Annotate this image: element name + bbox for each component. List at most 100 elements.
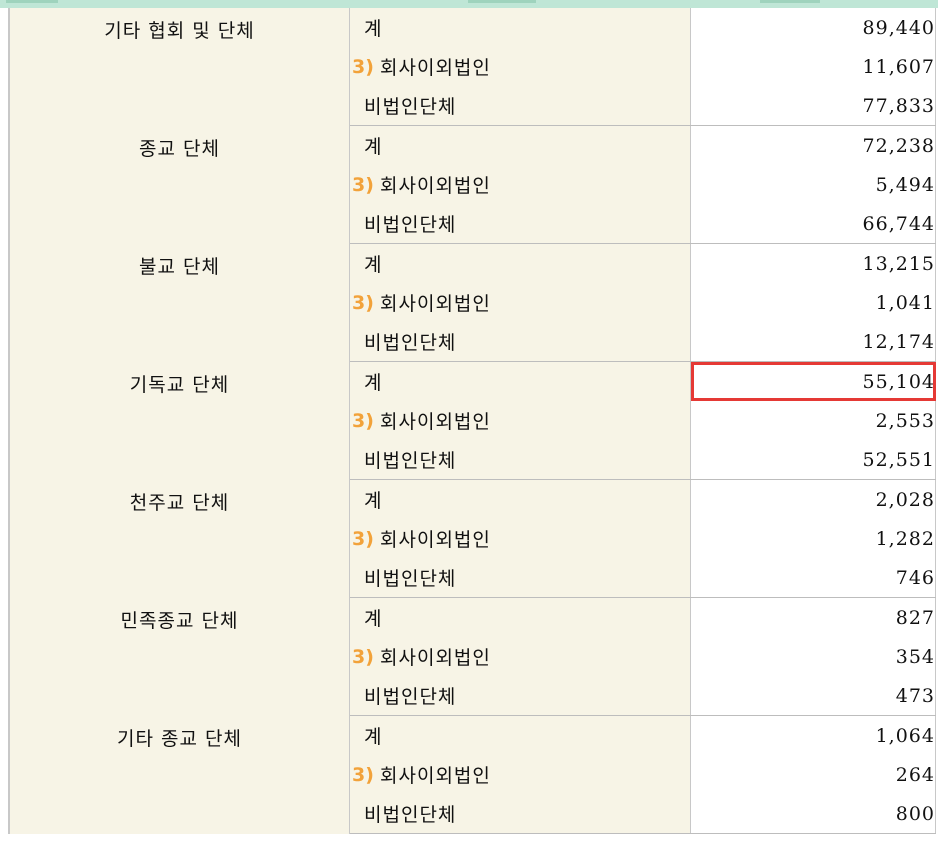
subcategory-label: 계 xyxy=(364,608,383,630)
table-body: 기타 협회 및 단체 계 89,440 3) 회사이외법인 11,607 비법인단체 77,8… xyxy=(8,8,936,834)
table-row: 비법인단체 52,551 xyxy=(9,440,936,480)
subcategory-content: 3) 회사이외법인 xyxy=(350,289,690,316)
subcategory-content: 계 xyxy=(350,250,690,277)
table-row: 3) 회사이외법인 11,607 xyxy=(9,47,936,86)
subcategory-cell: 비법인단체 xyxy=(349,86,691,126)
header-strip-stub xyxy=(6,0,58,3)
subcategory-content: 3) 회사이외법인 xyxy=(350,53,690,80)
value-cell: 1,282 xyxy=(690,519,936,558)
category-cell: 종교 단체 xyxy=(8,125,350,244)
subcategory-cell: 계 xyxy=(349,597,691,637)
value-cell: 2,028 xyxy=(690,479,936,519)
subcategory-cell: 3) 회사이외법인 xyxy=(349,401,691,440)
subcategory-label: 비법인단체 xyxy=(364,804,457,826)
table-row: 비법인단체 12,174 xyxy=(9,322,936,362)
subcategory-label: 계 xyxy=(364,372,383,394)
subcategory-label: 비법인단체 xyxy=(364,686,457,708)
subcategory-label: 계 xyxy=(364,490,383,512)
category-label: 불교 단체 xyxy=(139,255,220,278)
value-cell: 800 xyxy=(690,794,936,834)
category-cell: 민족종교 단체 xyxy=(8,597,350,716)
category-cell: 기타 종교 단체 xyxy=(8,715,350,834)
subcategory-cell: 3) 회사이외법인 xyxy=(349,47,691,86)
subcategory-label: 회사이외법인 xyxy=(380,411,491,433)
value-cell: 827 xyxy=(690,597,936,637)
category-label: 종교 단체 xyxy=(139,137,220,160)
table-row: 민족종교 단체 계 827 xyxy=(8,597,936,716)
subcategory-label: 회사이외법인 xyxy=(380,765,491,787)
subcategory-cell: 계 xyxy=(349,125,691,165)
subcategory-cell: 계 xyxy=(349,361,691,401)
category-label: 기타 협회 및 단체 xyxy=(104,20,255,42)
value-cell: 5,494 xyxy=(690,165,936,204)
subcategory-content: 계 xyxy=(350,486,690,513)
footnote-marker[interactable]: 3) xyxy=(352,55,374,78)
table-row: 기타 협회 및 단체 계 89,440 xyxy=(8,8,936,126)
value-cell: 354 xyxy=(690,637,936,676)
table-row: 비법인단체 77,833 xyxy=(9,86,936,126)
subcategory-content: 비법인단체 xyxy=(350,800,690,827)
subcategory-content: 비법인단체 xyxy=(350,564,690,591)
category-cell: 천주교 단체 xyxy=(8,479,350,598)
value-cell: 1,064 xyxy=(690,715,936,755)
subcategory-cell: 비법인단체 xyxy=(349,322,691,362)
footnote-marker[interactable]: 3) xyxy=(352,291,374,314)
value-cell: 746 xyxy=(690,558,936,598)
value-cell: 11,607 xyxy=(690,47,936,86)
subcategory-content: 계 xyxy=(350,722,690,749)
subcategory-content: 계 xyxy=(350,368,690,395)
subcategory-label: 비법인단체 xyxy=(364,568,457,590)
table-row: 3) 회사이외법인 2,553 xyxy=(9,401,936,440)
value-cell: 13,215 xyxy=(690,243,936,283)
table-row: 종교 단체 계 72,238 xyxy=(8,125,936,244)
footnote-marker[interactable]: 3) xyxy=(352,173,374,196)
subcategory-label: 비법인단체 xyxy=(364,214,457,236)
category-cell: 불교 단체 xyxy=(8,243,350,362)
subcategory-cell: 3) 회사이외법인 xyxy=(349,165,691,204)
subcategory-label: 비법인단체 xyxy=(364,450,457,472)
subcategory-cell: 비법인단체 xyxy=(349,558,691,598)
subcategory-cell: 3) 회사이외법인 xyxy=(349,283,691,322)
value-cell: 72,238 xyxy=(690,125,936,165)
footnote-marker[interactable]: 3) xyxy=(352,409,374,432)
value-cell: 2,553 xyxy=(690,401,936,440)
subcategory-cell: 3) 회사이외법인 xyxy=(349,755,691,794)
table-row: 비법인단체 473 xyxy=(9,676,936,716)
category-label: 기독교 단체 xyxy=(129,373,230,396)
table-row: 3) 회사이외법인 1,282 xyxy=(9,519,936,558)
subcategory-cell: 계 xyxy=(349,243,691,283)
subcategory-cell: 계 xyxy=(349,479,691,519)
footnote-marker[interactable]: 3) xyxy=(352,763,374,786)
subcategory-content: 계 xyxy=(350,132,690,159)
highlighted-value-cell: 55,104 xyxy=(690,361,936,401)
table-row: 3) 회사이외법인 354 xyxy=(9,637,936,676)
footnote-marker[interactable]: 3) xyxy=(352,527,374,550)
subcategory-label: 회사이외법인 xyxy=(380,293,491,315)
table-row: 천주교 단체 계 2,028 xyxy=(8,479,936,598)
value-cell: 66,744 xyxy=(690,204,936,244)
table-row: 비법인단체 66,744 xyxy=(9,204,936,244)
subcategory-cell: 계 xyxy=(349,715,691,755)
subcategory-label: 계 xyxy=(364,136,383,158)
subcategory-content: 계 xyxy=(350,604,690,631)
category-label: 민족종교 단체 xyxy=(120,609,239,632)
category-cell: 기독교 단체 xyxy=(8,361,350,480)
value-cell: 1,041 xyxy=(690,283,936,322)
subcategory-content: 3) 회사이외법인 xyxy=(350,643,690,670)
subcategory-cell: 3) 회사이외법인 xyxy=(349,519,691,558)
value-cell: 52,551 xyxy=(690,440,936,480)
table-row: 기타 종교 단체 계 1,064 xyxy=(8,715,936,834)
category-label: 천주교 단체 xyxy=(129,491,230,514)
subcategory-label: 비법인단체 xyxy=(364,332,457,354)
value-cell: 77,833 xyxy=(690,86,936,126)
subcategory-cell: 계 xyxy=(349,8,691,47)
subcategory-label: 회사이외법인 xyxy=(380,647,491,669)
footnote-marker[interactable]: 3) xyxy=(352,645,374,668)
table-row: 비법인단체 800 xyxy=(9,794,936,834)
header-strip-stub xyxy=(468,0,536,3)
subcategory-content: 3) 회사이외법인 xyxy=(350,761,690,788)
table-row: 기독교 단체 계 55,104 xyxy=(8,361,936,480)
subcategory-content: 비법인단체 xyxy=(350,446,690,473)
table-row: 3) 회사이외법인 5,494 xyxy=(9,165,936,204)
table-row: 불교 단체 계 13,215 xyxy=(8,243,936,362)
